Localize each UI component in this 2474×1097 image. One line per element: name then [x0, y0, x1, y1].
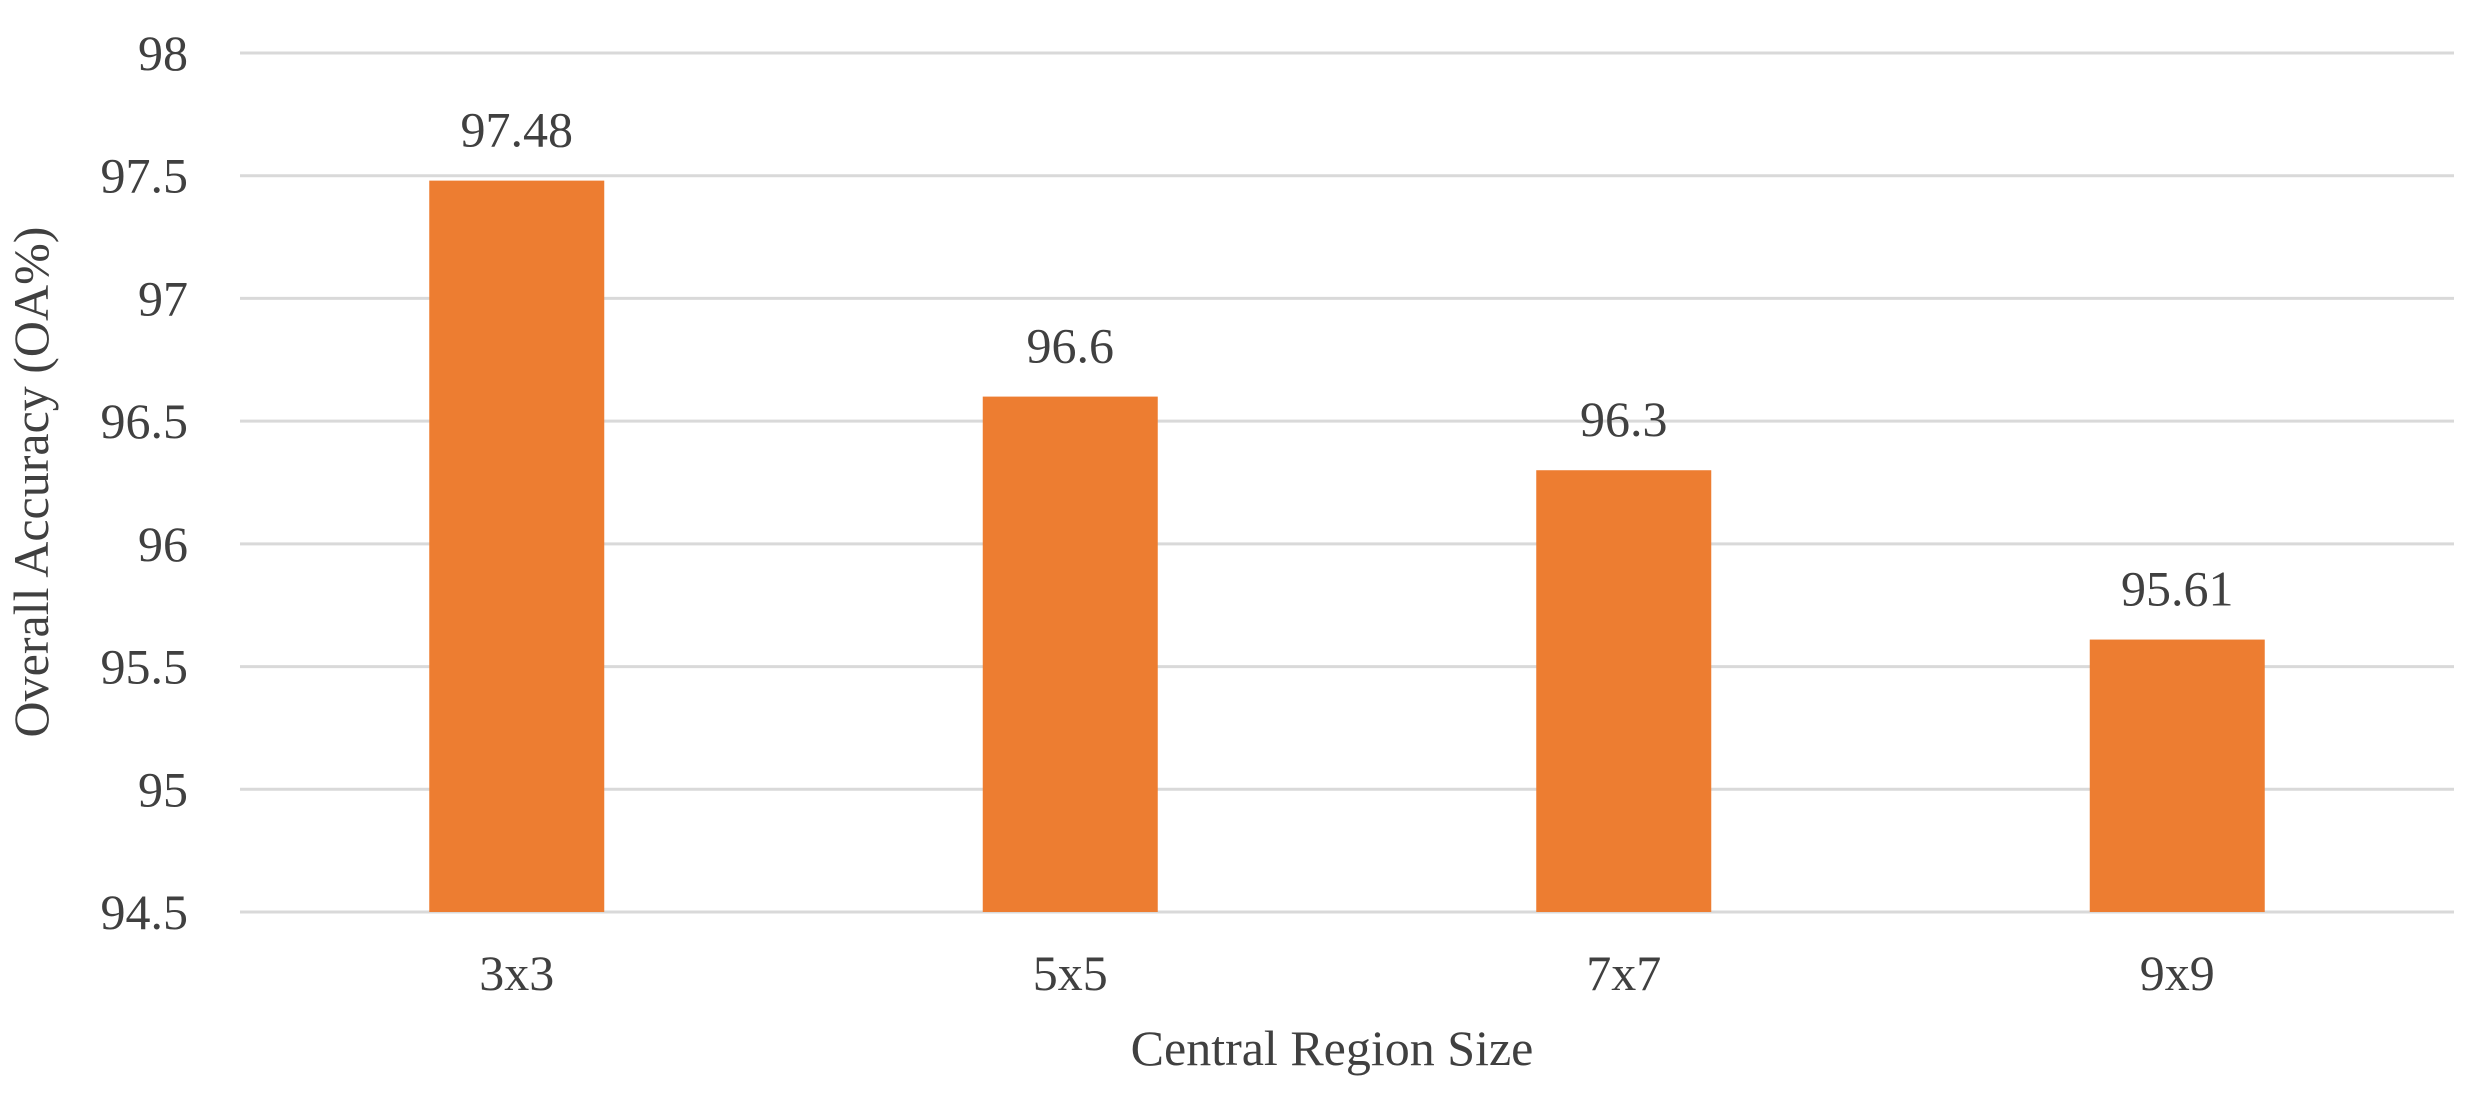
y-tick-label: 98 — [138, 25, 188, 81]
x-axis-title: Central Region Size — [1131, 1020, 1534, 1076]
bars — [429, 180, 2265, 913]
y-tick-label: 96 — [138, 516, 188, 572]
x-axis-ticks: 3x3 5x5 7x7 9x9 — [479, 945, 2215, 1001]
y-tick-label: 97 — [138, 270, 188, 326]
y-axis-ticks: 94.5 95 95.5 96 96.5 97 97.5 98 — [101, 25, 189, 940]
x-tick-label-7x7: 7x7 — [1586, 945, 1661, 1001]
data-label-3x3: 97.48 — [461, 102, 574, 158]
gridlines — [240, 51, 2454, 914]
y-tick-label: 97.5 — [101, 148, 189, 204]
data-label-5x5: 96.6 — [1027, 318, 1115, 374]
y-tick-label: 94.5 — [101, 884, 189, 940]
bar-3x3 — [429, 180, 605, 912]
bar-7x7 — [1536, 470, 1712, 912]
y-tick-label: 95.5 — [101, 639, 189, 695]
x-tick-label-9x9: 9x9 — [2140, 945, 2215, 1001]
x-tick-label-3x3: 3x3 — [479, 945, 554, 1001]
y-tick-label: 96.5 — [101, 393, 189, 449]
data-labels: 97.48 96.6 96.3 95.61 — [461, 102, 2234, 617]
data-label-7x7: 96.3 — [1580, 391, 1668, 447]
y-axis-title: Overall Accuracy (OA%) — [3, 227, 59, 738]
data-label-9x9: 95.61 — [2121, 561, 2234, 617]
x-tick-label-5x5: 5x5 — [1033, 945, 1108, 1001]
bar-9x9 — [2089, 639, 2265, 912]
bar-5x5 — [982, 396, 1158, 913]
y-tick-label: 95 — [138, 761, 188, 817]
